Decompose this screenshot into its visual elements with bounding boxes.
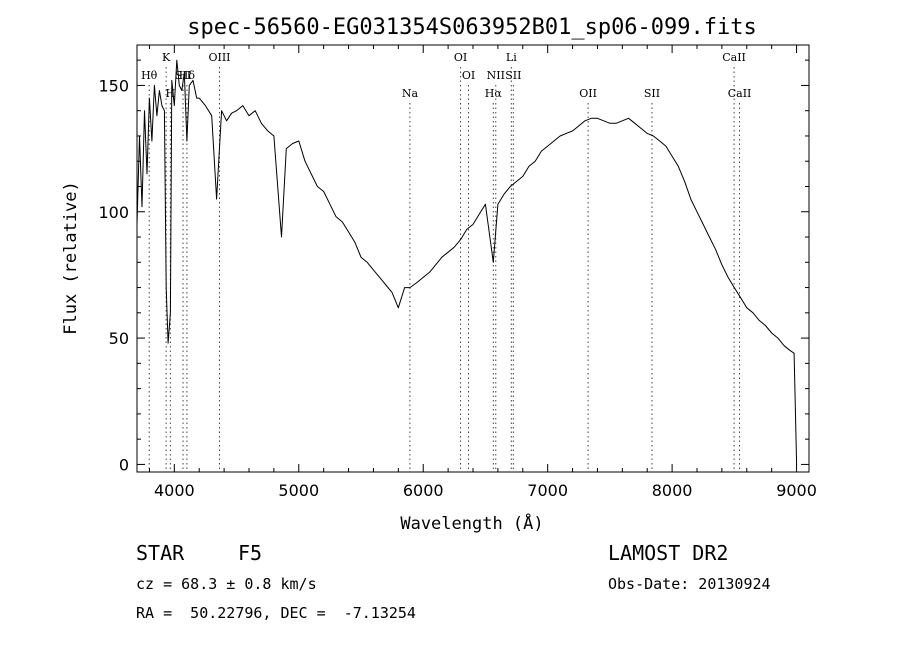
line-marker-label: Na <box>402 87 419 100</box>
y-axis-label: Flux (relative) <box>61 181 81 335</box>
y-tick-label: 100 <box>98 203 129 222</box>
spectrum-series <box>136 59 798 465</box>
y-tick-label: 50 <box>109 329 129 348</box>
plot-frame <box>136 44 810 473</box>
line-marker-label: SII <box>644 87 660 100</box>
survey-name: LAMOST DR2 <box>608 541 729 565</box>
line-marker-label: Hθ <box>141 69 158 82</box>
line-marker-label: Hα <box>485 87 503 100</box>
x-axis-label: Wavelength (Å) <box>400 512 543 534</box>
line-marker-label: CaII <box>722 51 746 64</box>
line-marker-label: OI <box>462 69 475 82</box>
chart-title: spec-56560-EG031354S063952B01_sp06-099.f… <box>187 15 757 40</box>
x-tick-label: 4000 <box>154 481 195 500</box>
y-tick-label: 0 <box>119 455 129 474</box>
x-tick-label: 9000 <box>776 481 817 500</box>
y-axis: 0 50 100 150 <box>98 59 809 474</box>
x-tick-label: 5000 <box>278 481 319 500</box>
object-class: STAR <box>136 541 185 565</box>
line-marker-label: CaII <box>728 87 752 100</box>
spectrum-line <box>136 59 798 465</box>
x-axis: 4000 5000 6000 7000 8000 9000 <box>148 45 817 500</box>
line-marker-label: Hδ <box>179 69 196 82</box>
y-tick-label: 150 <box>98 76 129 95</box>
x-tick-label: 7000 <box>527 481 568 500</box>
observation-date: Obs-Date: 20130924 <box>608 575 771 593</box>
line-marker-label: OIII <box>208 51 230 64</box>
line-marker-label: SII <box>505 69 521 82</box>
sky-coordinates: RA = 50.22796, DEC = -7.13254 <box>136 604 416 622</box>
line-marker-label: OI <box>454 51 467 64</box>
line-marker-label: H <box>166 87 176 100</box>
object-subclass: F5 <box>238 541 263 565</box>
line-marker-label: OII <box>579 87 597 100</box>
redshift-cz: cz = 68.3 ± 0.8 km/s <box>136 575 317 593</box>
line-marker-label: Li <box>506 51 517 64</box>
x-tick-label: 6000 <box>403 481 444 500</box>
line-marker-label: NII <box>487 69 505 82</box>
x-tick-label: 8000 <box>652 481 693 500</box>
line-marker-label: K <box>162 51 171 64</box>
